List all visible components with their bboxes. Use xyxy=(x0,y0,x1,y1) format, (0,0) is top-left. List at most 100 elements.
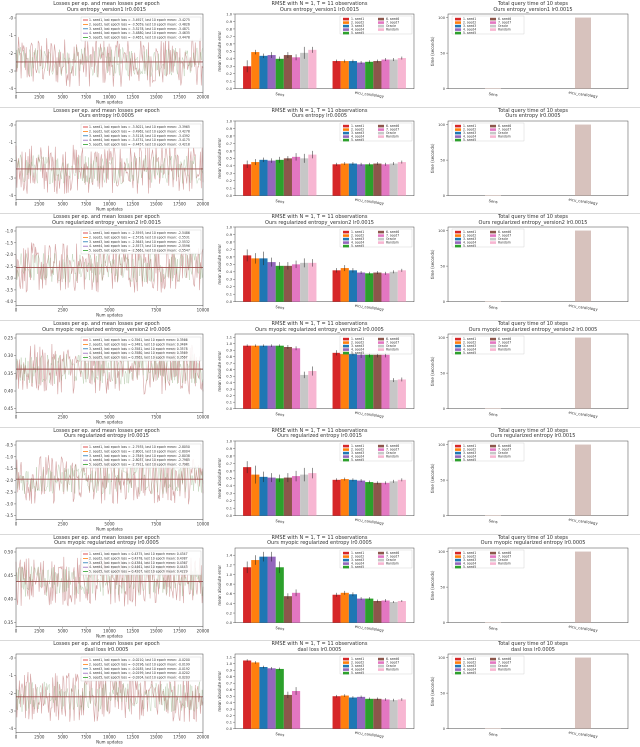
y-axis-label: time (seconds) xyxy=(430,36,435,66)
loss-band-line-2 xyxy=(15,354,204,385)
x-axis-label: Num updates xyxy=(96,100,123,105)
bar xyxy=(357,164,366,196)
legend-swatch xyxy=(490,558,497,561)
chart-subtitle: dasl loss lr0.0005 xyxy=(297,646,342,653)
legend-entry: 2. seed2 xyxy=(463,234,476,238)
legend-entry: 1. seed1, last epoch loss = -2.7935, las… xyxy=(89,445,190,449)
y-tick-label: 0.2 xyxy=(226,394,232,398)
legend-entry: 2. seed2 xyxy=(351,341,364,345)
x-tick-label: Sens xyxy=(275,304,285,310)
y-tick-label: 0.1 xyxy=(226,721,232,725)
legend-swatch xyxy=(490,134,497,138)
plot-svg: -0 -1 -2 -3 -40 2500 5000 7500 10000 12500 15000 17… xyxy=(9,120,210,211)
legend-entry: 4. seed4 xyxy=(463,348,476,352)
legend-entry: Random xyxy=(498,348,511,352)
legend-swatch xyxy=(455,451,462,455)
x-tick-label: 12500 xyxy=(127,628,140,633)
legend-box xyxy=(80,336,202,362)
bar xyxy=(485,515,502,516)
legend-swatch xyxy=(490,231,497,234)
bar xyxy=(373,272,382,303)
bar xyxy=(389,380,398,409)
axes-frame xyxy=(447,547,629,623)
legend-entry: 3. seed3 xyxy=(351,24,364,28)
legend-swatch xyxy=(377,238,384,241)
y-tick-label: 0 xyxy=(443,87,446,91)
bar xyxy=(259,55,268,89)
y-tick-label: 0.4 xyxy=(226,701,232,705)
bar xyxy=(283,477,292,516)
chart-subtitle: Ours entropy lr0.0005 xyxy=(78,113,135,120)
legend-box xyxy=(339,656,413,675)
legend-swatch xyxy=(342,241,349,245)
row-divider xyxy=(0,320,640,322)
plot-svg: -0.5 -1.0 -1.5 -2.0 -2.5 -3.0 -3.50 2500 5000 750… xyxy=(5,440,210,531)
legend-swatch xyxy=(377,344,384,348)
legend-entry: 4. seed4 xyxy=(463,668,476,672)
y-tick-label: -1.0 xyxy=(5,454,13,459)
legend-box xyxy=(451,122,525,141)
bar xyxy=(381,600,390,623)
bar xyxy=(259,258,268,303)
plot-svg: 0.0 0.2 0.4 0.6 0.8 1.0 1.2 1.4 mean absolute er… xyxy=(217,547,415,632)
bar xyxy=(373,163,382,196)
x-tick-label: eicu_cardiology xyxy=(355,516,386,525)
y-tick-label: -3 xyxy=(9,175,13,180)
legend-swatch xyxy=(455,28,462,31)
legend-entry: 3. seed3 xyxy=(463,131,476,135)
bar xyxy=(267,668,276,729)
x-tick-label: 2500 xyxy=(58,415,69,420)
x-tick-label: 10000 xyxy=(197,521,210,526)
legend-entry: 7. seed7 xyxy=(386,234,399,238)
legend-entry: 1. seed1 xyxy=(351,124,364,128)
y-tick-label: 0.5 xyxy=(226,156,232,160)
plot-svg: 0 50 100 time (seconds) Sens eicu_cardiology 1… xyxy=(430,13,629,99)
legend-swatch xyxy=(377,131,384,135)
legend-entry: 1. seed1 xyxy=(463,230,476,234)
legend-swatch xyxy=(377,657,384,661)
legend-entry: 2. seed2 xyxy=(351,554,364,558)
y-axis-label: time (seconds) xyxy=(430,356,435,386)
plot-svg: 0.0 0.1 0.2 0.3 0.4 0.5 0.6 0.7 0.8 0.9 1.0 mean ab… xyxy=(217,439,415,526)
y-tick-label: 0 xyxy=(443,621,446,625)
plot-svg: 0.0 0.1 0.2 0.3 0.4 0.5 0.6 0.7 0.8 0.9 1.0 mean ab… xyxy=(217,119,415,206)
legend-entry: Oracle xyxy=(386,451,396,455)
legend-swatch xyxy=(377,234,384,238)
chart-loss-row3: Losses per ep. and mean losses per epoch… xyxy=(0,320,213,427)
x-tick-label: 10000 xyxy=(103,95,116,100)
legend-box xyxy=(451,229,525,248)
bar xyxy=(275,159,284,196)
y-tick-label: 0.40 xyxy=(4,596,13,601)
bar xyxy=(485,621,502,623)
legend-entry: 4. seed4 xyxy=(463,134,476,138)
y-tick-label: 0.0 xyxy=(226,194,232,198)
y-tick-label: 0.1 xyxy=(226,80,232,84)
bar xyxy=(300,52,309,89)
y-tick-label: 100 xyxy=(438,123,446,127)
legend-box xyxy=(451,15,525,35)
bar xyxy=(243,660,252,729)
legend-entry: 2. seed2, last epoch loss = -2.5726, las… xyxy=(89,236,190,240)
bar xyxy=(365,481,374,516)
y-tick-label: 1.4 xyxy=(226,553,232,557)
legend-entry: 4. seed4, last epoch loss = -3.4731, las… xyxy=(89,138,190,142)
y-tick-label: 1.1 xyxy=(226,656,232,660)
x-tick-label: Sens xyxy=(275,518,285,524)
y-tick-label: -0 xyxy=(9,15,13,20)
legend-entry: 3. seed3 xyxy=(463,24,476,28)
legend-entry: 6. seed6 xyxy=(386,444,399,448)
bar xyxy=(291,57,301,89)
y-tick-label: 0.2 xyxy=(226,499,232,503)
plot-svg: 0 50 100 time (seconds) Sens eicu_cardiology 1… xyxy=(430,227,629,312)
legend-entry: 6. seed6 xyxy=(498,230,511,234)
y-tick-label: 100 xyxy=(438,336,446,340)
loss-band-line-2 xyxy=(15,565,204,597)
y-tick-label: 0.7 xyxy=(226,248,232,252)
x-tick-label: 10000 xyxy=(103,628,116,633)
legend-swatch xyxy=(342,134,349,138)
legend-entry: Random xyxy=(386,454,399,458)
bar xyxy=(357,480,366,516)
x-tick-label: 5000 xyxy=(58,201,69,206)
chart-title: RMSE with N = 1, T = 11 observations xyxy=(271,427,368,434)
legend-entry: 5. seed5, last epoch loss = -3.4651, las… xyxy=(89,36,190,40)
